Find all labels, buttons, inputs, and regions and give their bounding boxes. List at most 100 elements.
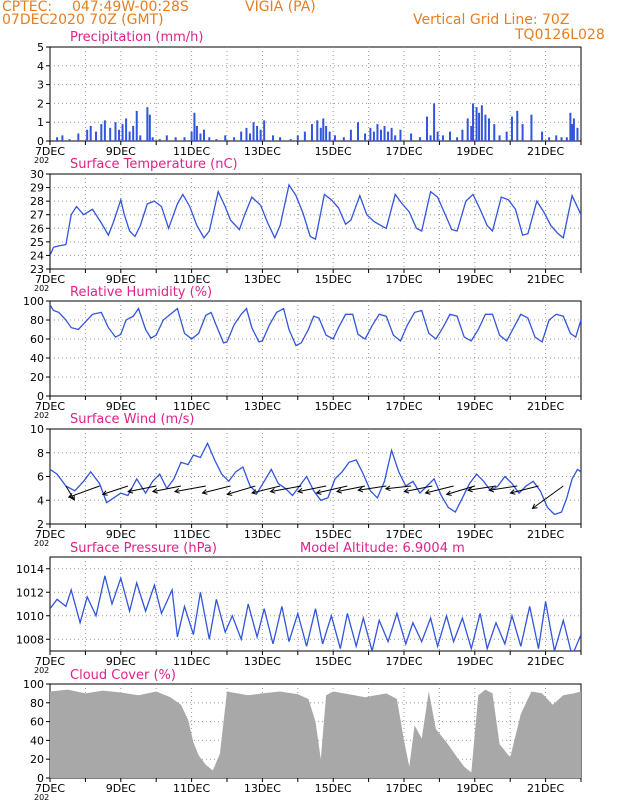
x-year-label: 202 [34,156,49,165]
y-tick-label: 40 [30,734,44,747]
panel-4: 2 4 6 8 10 7DEC 9DEC 11DEC 13DEC 15DEC 17DEC 19DEC 2… [30,412,582,548]
precip-bar [259,129,262,141]
precip-bar [114,122,117,141]
precip-bar [310,124,313,141]
wind-arrow-head [315,489,322,495]
precip-bar [151,137,154,141]
precip-bar [272,135,275,141]
wind-arrow-head [297,488,304,494]
precip-bar [480,105,483,141]
wind-arrow [489,485,518,491]
precip-bar [548,137,551,141]
precip-bar [316,120,319,141]
precip-bar [319,127,322,141]
precip-bar [560,137,563,141]
x-tick-label: 13DEC [244,528,281,541]
y-tick-label: 100 [23,295,44,308]
plot-frame [49,428,582,525]
precip-bar [383,125,386,141]
x-tick-label: 7DEC [35,528,65,541]
y-tick-label: 100 [23,678,44,691]
precip-bar [249,133,252,141]
header-coords: 047:49W-00:28S [72,0,189,15]
precip-bar [325,125,328,141]
precip-bar [565,137,568,141]
wind-arrow-head [69,494,75,501]
x-tick-label: 19DEC [456,528,493,541]
precip-bar [263,120,266,141]
y-tick-label: 1012 [16,586,44,599]
y-tick-label: 30 [30,168,44,181]
x-tick-label: 21DEC [527,655,564,668]
precip-bar [233,137,236,141]
wind-arrow-head [127,488,134,494]
wind-arrow-head [403,488,410,494]
x-tick-label: 21DEC [527,782,564,795]
wind-arrow [251,485,281,494]
wind-arrow [467,485,497,491]
precip-bar [356,122,359,141]
precip-bar [109,127,112,141]
wind-arrow-head [151,488,158,494]
x-tick-label: 9DEC [106,655,136,668]
precip-bar [484,114,487,141]
precip-bar [433,103,436,141]
precip-bar [572,118,575,141]
x-tick-label: 9DEC [106,145,136,158]
precip-bar [103,120,106,141]
wind-arrow [298,485,327,493]
precip-bar [125,118,128,141]
x-tick-label: 13DEC [244,145,281,158]
x-tick-label: 13DEC [244,400,281,413]
x-tick-label: 13DEC [244,273,281,286]
precip-bar [224,135,227,141]
series-line [50,183,581,256]
precip-bar [148,114,151,141]
panel-title: Surface Wind (m/s) [70,412,194,427]
precip-bar [555,135,558,141]
wind-arrow [385,485,412,490]
y-tick-label: 24 [30,249,44,262]
precip-bar [190,131,193,141]
y-tick-label: 20 [30,371,44,384]
wind-arrow-head [384,485,391,492]
precip-bar [146,107,149,141]
precip-bar [569,112,572,141]
x-tick-label: 11DEC [173,273,210,286]
precip-bar [56,137,59,141]
wind-arrow-head [269,488,276,494]
x-year-label: 202 [34,411,49,420]
x-year-label: 202 [34,284,49,293]
precip-bar [470,125,473,141]
x-tick-label: 11DEC [173,528,210,541]
wind-arrow [358,485,387,491]
wind-arrow-head [424,489,431,495]
precip-bar [516,110,519,141]
precip-bar [174,137,177,141]
header-source: CPTEC: [2,0,53,15]
y-tick-label: 5 [37,41,44,54]
x-tick-label: 21DEC [527,145,564,158]
x-year-label: 202 [34,793,49,800]
y-tick-label: 1 [37,116,44,129]
precip-bar [449,131,452,141]
precip-bar [426,116,429,141]
y-tick-label: 23 [30,263,44,276]
wind-arrow-head [488,486,495,493]
precip-bar [333,135,336,141]
wind-arrow-head [251,489,258,495]
x-tick-label: 15DEC [315,528,352,541]
precip-bar [410,133,413,141]
x-year-label: 202 [34,539,49,548]
precip-bar [436,131,439,141]
x-tick-label: 19DEC [456,273,493,286]
wind-arrow-head [336,488,342,494]
y-tick-label: 2 [37,518,44,531]
x-tick-label: 11DEC [173,400,210,413]
x-tick-label: 15DEC [315,273,352,286]
precip-bar [441,135,444,141]
y-tick-label: 8 [37,447,44,460]
precip-bar [342,137,345,141]
precip-bar [541,131,544,141]
precip-bar [279,137,282,141]
